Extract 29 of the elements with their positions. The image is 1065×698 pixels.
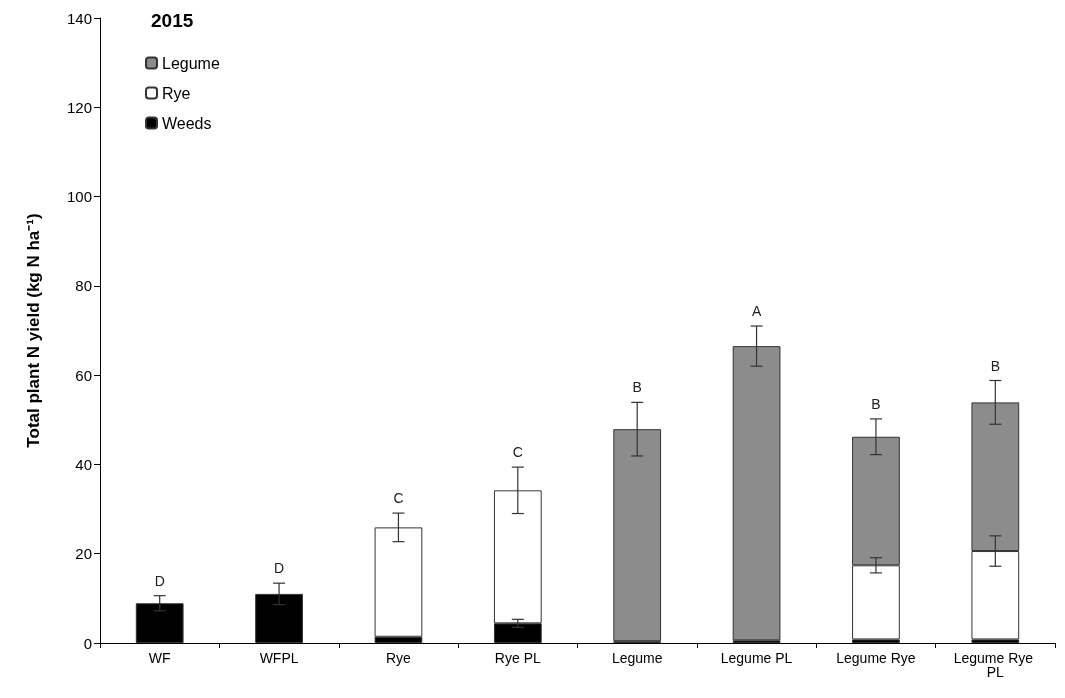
annotation: D xyxy=(154,572,165,589)
y-tick-label: 20 xyxy=(75,545,92,563)
annotation: A xyxy=(751,303,762,320)
x-tick-label: Rye xyxy=(385,650,412,666)
x-tick-label: WF xyxy=(148,650,171,666)
y-tick-label: 120 xyxy=(66,98,92,116)
x-tick-label: Legume Rye xyxy=(836,650,916,666)
legend-label: Weeds xyxy=(162,114,212,132)
y-tick-label: 0 xyxy=(83,634,92,652)
y-tick-label: 60 xyxy=(75,366,92,384)
chart-title: 2015 xyxy=(151,10,194,31)
annotation: D xyxy=(274,560,285,577)
y-axis-title: Total plant N yield (kg N ha⁻¹) xyxy=(24,213,43,448)
x-tick-label: Legume Rye PL xyxy=(953,650,1037,680)
y-tick-label: 100 xyxy=(66,188,92,206)
annotation: C xyxy=(512,444,523,461)
x-tick-label: Legume PL xyxy=(720,650,793,666)
y-tick-label: 40 xyxy=(75,455,92,473)
legend-label: Legume xyxy=(162,54,220,72)
x-tick-label: Legume xyxy=(611,650,663,666)
legend-label: Rye xyxy=(162,84,191,102)
x-tick-label: Rye PL xyxy=(494,650,541,666)
annotation: B xyxy=(632,379,642,396)
annotation: B xyxy=(871,395,881,412)
annotation: B xyxy=(990,357,1000,374)
y-tick-label: 140 xyxy=(66,9,92,27)
x-tick-label: WFPL xyxy=(259,650,299,666)
annotation: C xyxy=(393,490,404,507)
y-tick-label: 80 xyxy=(75,277,92,295)
